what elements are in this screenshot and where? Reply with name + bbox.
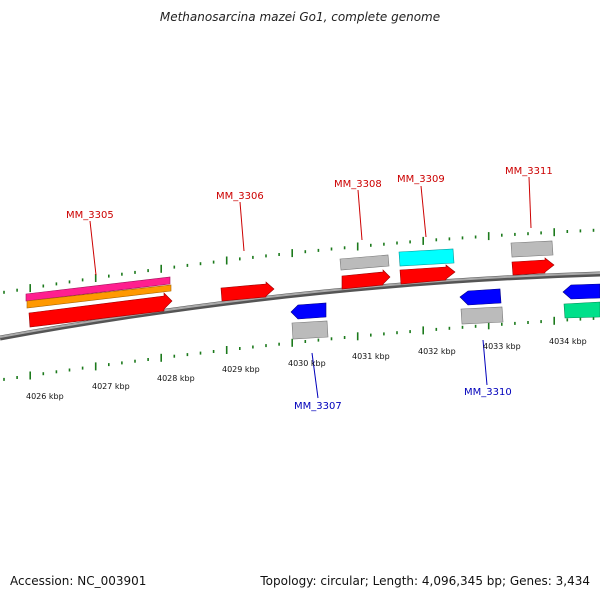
scale-label: 4026 kbp <box>26 392 64 401</box>
genome-backbone <box>0 271 600 341</box>
gene-label-mm3311[interactable]: MM_3311 <box>505 166 553 177</box>
scale-label: 4034 kbp <box>549 337 587 346</box>
scale-label: 4032 kbp <box>418 347 456 356</box>
gene-label-mm3305[interactable]: MM_3305 <box>66 210 114 221</box>
forward-features <box>25 240 555 328</box>
scale-label: 4029 kbp <box>222 365 260 374</box>
feature-mm3309-cds[interactable] <box>399 264 456 285</box>
scale-label: 4028 kbp <box>157 374 195 383</box>
gene-label-mm3310[interactable]: MM_3310 <box>464 387 512 398</box>
gene-label-mm3307[interactable]: MM_3307 <box>294 401 342 412</box>
gene-label-mm3309[interactable]: MM_3309 <box>397 174 445 185</box>
feature-mm3307-cds[interactable] <box>290 302 327 320</box>
gene-label-mm3306[interactable]: MM_3306 <box>216 191 264 202</box>
scale-label: 4027 kbp <box>92 382 130 391</box>
feature-mm3310-cds[interactable] <box>459 288 502 306</box>
scale-label: 4030 kbp <box>288 359 326 368</box>
genome-summary: Topology: circular; Length: 4,096,345 bp… <box>260 574 590 588</box>
scale-labels: 4026 kbp 4027 kbp 4028 kbp 4029 kbp 4030… <box>26 337 587 401</box>
feature-mm3311-gene[interactable] <box>510 240 554 258</box>
forward-tick-row <box>3 228 595 294</box>
feature-mm3305-pink[interactable] <box>25 276 171 302</box>
feature-edge-blue[interactable] <box>562 283 600 300</box>
feature-mm3308-gene[interactable] <box>339 254 390 271</box>
feature-edge-green[interactable] <box>563 301 600 319</box>
feature-mm3305-orange[interactable] <box>26 284 172 309</box>
feature-mm3308-cds[interactable] <box>341 269 391 290</box>
map-title: Methanosarcina mazei Go1, complete genom… <box>159 10 441 24</box>
gene-label-mm3308[interactable]: MM_3308 <box>334 179 382 190</box>
gene-labels: MM_3305 MM_3306 MM_3307 MM_3308 MM_3309 … <box>66 166 553 412</box>
scale-label: 4033 kbp <box>483 342 521 351</box>
feature-mm3309-gene[interactable] <box>398 248 455 267</box>
feature-mm3310-gene[interactable] <box>460 306 504 325</box>
feature-mm3305-cds[interactable] <box>28 292 173 328</box>
feature-mm3306-cds[interactable] <box>220 281 275 302</box>
accession-label: Accession: NC_003901 <box>10 574 147 588</box>
label-connectors <box>89 176 532 399</box>
scale-label: 4031 kbp <box>352 352 390 361</box>
genome-backbone-highlight <box>0 272 600 338</box>
feature-mm3311-cds[interactable] <box>511 257 555 276</box>
reverse-features <box>290 283 600 340</box>
feature-mm3307-gene[interactable] <box>291 320 329 340</box>
